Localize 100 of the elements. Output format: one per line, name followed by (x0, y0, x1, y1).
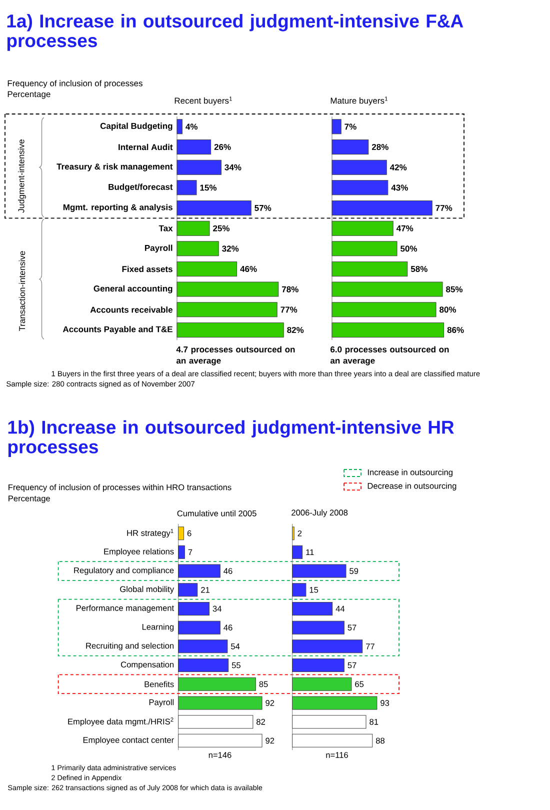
bar (178, 564, 220, 578)
data-label: 82 (256, 718, 265, 725)
data-label: 65 (355, 681, 364, 688)
data-label: 42% (390, 164, 407, 170)
bar (178, 620, 220, 634)
bar (292, 677, 352, 691)
y-tick-label: Employee contact center (83, 736, 174, 745)
y-tick-label: Compensation (121, 661, 174, 670)
bar (332, 220, 394, 236)
data-label: 77% (280, 306, 298, 313)
bar (178, 583, 198, 597)
bar (176, 261, 238, 276)
data-label: 11 (306, 549, 314, 556)
bar (176, 322, 284, 338)
data-label: 28% (372, 144, 388, 150)
data-label: 46% (240, 266, 257, 272)
data-label: 59 (350, 568, 358, 574)
bar (292, 602, 333, 616)
bar (332, 282, 443, 297)
bar (178, 545, 185, 559)
data-label: 92 (266, 738, 274, 744)
text: Cumulative until 2005 (177, 510, 256, 516)
chart-title: 1b) Increase in outsourced judgment-intensive HR processes (8, 420, 454, 458)
data-label: 85 (259, 681, 268, 688)
y-tick-label: Global mobility (120, 586, 174, 594)
bar (176, 160, 222, 175)
data-label: 80% (440, 306, 456, 313)
bar (332, 140, 369, 154)
y-tick-label: Employee relations (104, 548, 174, 556)
data-label: 54 (231, 644, 240, 650)
text: Percentage (8, 91, 50, 99)
data-label: 50% (400, 246, 418, 252)
data-label: 44 (336, 606, 345, 612)
bar (292, 658, 344, 672)
y-tick-label: Treasury & risk management (56, 163, 173, 172)
y-tick-label: Payroll (149, 699, 174, 707)
chart-subtitle: Frequency of inclusion of processes within HRO transactions (8, 484, 232, 492)
y-tick-label: Recruiting and selection (86, 642, 174, 650)
bar (332, 180, 388, 196)
data-label: 15% (200, 184, 217, 191)
data-label: 7 (188, 549, 192, 556)
bar (176, 241, 219, 256)
bar (292, 696, 378, 710)
data-label: 92 (266, 700, 274, 706)
data-label: 34% (224, 164, 242, 170)
data-label: 26% (214, 144, 231, 150)
data-label: 82% (287, 326, 304, 333)
bar (176, 140, 212, 154)
data-label: 77% (436, 205, 452, 211)
data-label: 46 (224, 568, 232, 574)
y-tick-label: Accounts receivable (90, 306, 172, 313)
data-label: 86% (447, 326, 464, 333)
bar (178, 677, 256, 691)
x-axis-title: n=146 (208, 752, 232, 758)
y-tick-label: Performance management (76, 604, 174, 613)
bar (176, 220, 210, 236)
data-label: 93 (380, 700, 390, 706)
text: Frequency of inclusion of processes (8, 80, 142, 88)
y-tick-label: Budget/forecast (108, 184, 173, 192)
data-label: 85% (446, 286, 463, 292)
y-tick-label: Benefits (144, 681, 174, 688)
y-tick-label: Accounts Payable and T&E (62, 326, 172, 334)
text: Judgment-intensive (18, 140, 26, 213)
bar (176, 200, 252, 216)
bar (292, 640, 363, 654)
chart-title: 1a) Increase in outsourced judgment-intensive F&A processes (7, 14, 464, 51)
bar (332, 302, 436, 318)
bar (292, 620, 344, 634)
bar (292, 715, 366, 729)
data-label: 21 (201, 586, 210, 593)
bar (176, 119, 182, 134)
text: Recent buyers$^{1}$ (174, 96, 232, 106)
bar (176, 180, 197, 196)
y-tick-label: Internal Audit (118, 144, 173, 150)
data-label: 81 (370, 718, 378, 725)
y-tick-label: Fixed assets (122, 266, 172, 272)
y-tick-label: Capital Budgeting (100, 122, 172, 131)
bar (176, 302, 278, 318)
y-tick-label: Mgmt. reporting & analysis (63, 204, 172, 212)
bar (178, 658, 229, 672)
data-label: 57% (254, 204, 272, 211)
data-label: 58% (410, 266, 428, 272)
data-label: 55 (232, 662, 240, 668)
y-tick-label: Learning (142, 624, 174, 632)
y-tick-label: HR strategy$^{1}$ (127, 529, 174, 538)
y-tick-label: Regulatory and compliance (74, 567, 174, 575)
text: Percentage (8, 496, 50, 504)
chart-title: Mature buyers$^{1}$ (330, 96, 388, 106)
data-label: 77 (366, 644, 374, 650)
bar (178, 526, 184, 540)
bar (332, 200, 432, 216)
data-label: 4% (186, 124, 198, 130)
bar (332, 160, 387, 175)
bar (178, 734, 262, 748)
data-label: 7% (344, 124, 356, 130)
bar (332, 241, 398, 256)
bar (176, 282, 279, 297)
bar (292, 545, 303, 559)
x-axis-title: n=116 (326, 752, 348, 758)
data-label: 25% (213, 225, 230, 232)
